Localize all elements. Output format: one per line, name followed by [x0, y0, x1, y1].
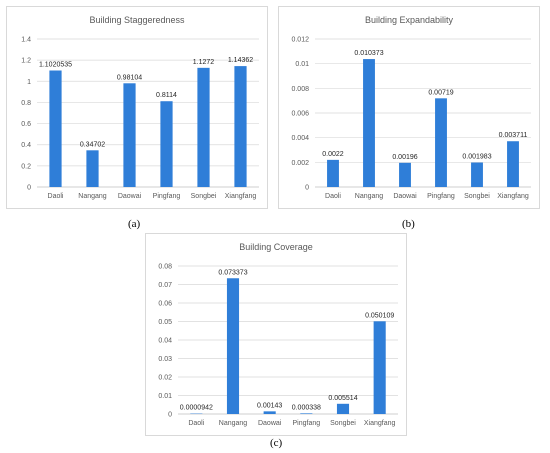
y-tick-label: 0: [27, 185, 31, 192]
data-label: 0.34702: [80, 141, 105, 148]
x-tick-label: Daoli: [325, 193, 341, 200]
y-tick-label: 0.4: [21, 142, 31, 149]
chart-title: Building Expandability: [365, 15, 454, 25]
bar-daowai: [123, 83, 136, 187]
y-tick-label: 0.06: [158, 301, 172, 308]
bar-songbei: [197, 67, 210, 187]
chart-panel-c: Building Coverage 0 0.01 0.02 0.03 0.04 0.05 0.…: [145, 233, 407, 436]
x-tick-label: Songbei: [464, 193, 490, 200]
bar-daowai: [399, 162, 411, 187]
chart-panel-b: Building Expandability 0 0.002 0.004 0.006 0.…: [278, 6, 540, 209]
data-label: 0.001983: [462, 154, 491, 161]
y-tick-label: 1.2: [21, 58, 31, 65]
data-label: 0.073373: [218, 269, 247, 276]
bar-pingfang: [300, 413, 313, 414]
bar-nangang: [363, 59, 375, 188]
data-label: 1.1272: [193, 59, 215, 66]
y-tick-label: 0.01: [295, 61, 309, 68]
data-label: 0.010373: [354, 50, 383, 57]
y-tick-label: 0.03: [158, 356, 172, 363]
x-tick-label: Xiangfang: [364, 420, 396, 427]
x-tick-label: Pingfang: [427, 193, 455, 200]
x-tick-label: Xiangfang: [497, 193, 529, 200]
x-tick-label: Daowai: [118, 193, 142, 200]
y-tick-label: 0: [168, 412, 172, 419]
y-tick-label: 0.012: [291, 37, 309, 44]
data-label: 0.00143: [257, 402, 282, 409]
y-tick-label: 0.07: [158, 282, 172, 289]
y-tick-label: 0.008: [291, 86, 309, 93]
data-label: 0.003711: [499, 132, 528, 139]
y-tick-label: 1.4: [21, 37, 31, 44]
bar-pingfang: [160, 101, 173, 187]
data-label: 0.00719: [428, 89, 453, 96]
bar-songbei: [336, 403, 350, 414]
x-tick-label: Daowai: [393, 193, 417, 200]
bar-daowai: [263, 411, 276, 414]
data-label: 0.00196: [392, 154, 417, 161]
x-tick-label: Daowai: [258, 420, 282, 427]
y-tick-label: 0.004: [291, 135, 309, 142]
data-label: 1.14362: [228, 57, 253, 64]
x-tick-label: Songbei: [191, 193, 217, 200]
data-label: 1.1020535: [39, 61, 72, 68]
bar-xiangfang: [373, 321, 386, 414]
y-tick-label: 0.01: [158, 393, 172, 400]
y-tick-label: 0.02: [158, 375, 172, 382]
coverage-chart: Building Coverage 0 0.01 0.02 0.03 0.04 0.05 0.…: [158, 242, 398, 427]
bar-pingfang: [435, 98, 447, 187]
bar-daoli: [327, 159, 339, 187]
y-tick-label: 0.6: [21, 121, 31, 128]
y-tick-label: 0.002: [291, 160, 309, 167]
bar-nangang: [226, 278, 240, 414]
y-tick-label: 0: [305, 185, 309, 192]
x-tick-label: Daoli: [48, 193, 64, 200]
data-label: 0.050109: [365, 312, 394, 319]
y-tick-label: 0.006: [291, 111, 309, 118]
chart-title: Building Coverage: [239, 242, 313, 252]
bar-nangang: [86, 150, 99, 187]
chart-panel-a: Building Staggeredness 0 0.2 0.4 0.6 0.8 1 1.2 1…: [6, 6, 268, 209]
bar-songbei: [471, 162, 483, 187]
y-tick-label: 0.8: [21, 100, 31, 107]
expandability-chart: Building Expandability 0 0.002 0.004 0.006 0.…: [291, 15, 531, 200]
y-tick-label: 0.08: [158, 264, 172, 271]
y-tick-label: 1: [27, 79, 31, 86]
bar-xiangfang: [507, 141, 519, 187]
bar-daoli: [49, 70, 62, 187]
staggeredness-chart: Building Staggeredness 0 0.2 0.4 0.6 0.8 1 1.2 1…: [21, 15, 259, 200]
chart-title: Building Staggeredness: [89, 15, 185, 25]
bar-xiangfang: [234, 66, 247, 187]
data-label: 0.005514: [328, 395, 357, 402]
data-label: 0.98104: [117, 74, 142, 81]
y-tick-label: 0.05: [158, 319, 172, 326]
x-tick-label: Nangang: [78, 193, 107, 200]
x-tick-label: Nangang: [355, 193, 384, 200]
data-label: 0.0022: [322, 151, 344, 158]
y-tick-label: 0.04: [158, 338, 172, 345]
data-label: 0.8114: [156, 92, 177, 99]
x-tick-label: Pingfang: [293, 420, 321, 427]
x-tick-label: Pingfang: [153, 193, 181, 200]
x-tick-label: Daoli: [188, 420, 204, 427]
caption-b: (b): [402, 218, 415, 230]
caption-c: (c): [270, 437, 283, 449]
x-tick-label: Nangang: [219, 420, 248, 427]
x-tick-label: Xiangfang: [225, 193, 257, 200]
data-label: 0.0000942: [180, 405, 213, 412]
x-tick-label: Songbei: [330, 420, 356, 427]
caption-a: (a): [128, 218, 141, 230]
y-tick-label: 0.2: [21, 163, 31, 170]
data-label: 0.000338: [292, 404, 321, 411]
